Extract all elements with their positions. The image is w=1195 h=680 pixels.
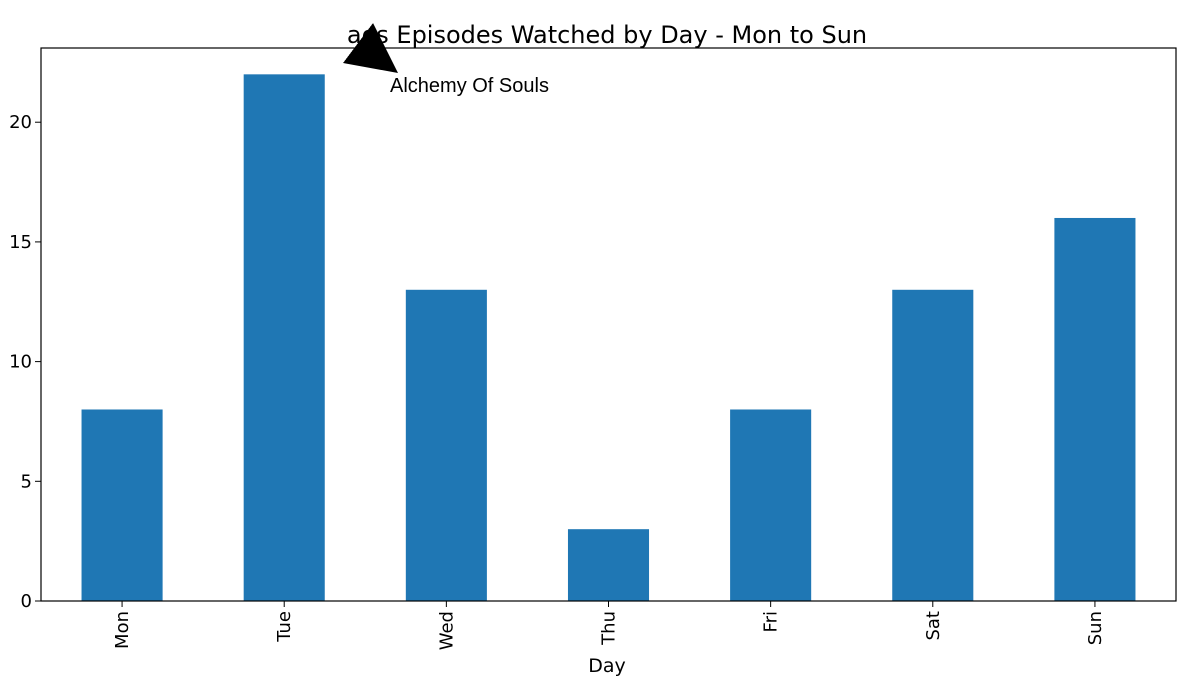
bar-sat — [892, 289, 974, 601]
y-tick-label: 20 — [9, 112, 32, 133]
x-tick-label: Fri — [761, 611, 782, 632]
y-tick-label: 10 — [9, 352, 32, 373]
bars-layer — [81, 74, 1136, 602]
x-tick-label: Thu — [599, 611, 620, 646]
y-tick-label: 5 — [21, 471, 32, 492]
x-axis-label: Day — [588, 655, 626, 677]
y-axis: 0 5 10 15 20 — [9, 112, 41, 612]
bar-mon — [81, 409, 163, 601]
y-tick-label: 15 — [9, 232, 32, 253]
plot-frame — [40, 47, 1177, 602]
bar-fri — [730, 409, 812, 601]
x-axis: Mon Tue Wed Thu Fri Sat Sun — [112, 601, 1106, 650]
x-tick-label: Mon — [112, 611, 133, 649]
bar-sun — [1054, 217, 1136, 601]
x-tick-label: Sun — [1085, 611, 1106, 645]
annotation-label: Alchemy Of Souls — [390, 75, 549, 97]
chart-title: aos Episodes Watched by Day - Mon to Sun — [347, 21, 867, 49]
annotation-arrow — [343, 23, 398, 73]
bar-thu — [567, 529, 650, 601]
y-tick-label: 0 — [21, 591, 32, 612]
x-tick-label: Wed — [436, 611, 457, 650]
bar-tue — [243, 74, 325, 602]
x-tick-label: Tue — [274, 611, 295, 643]
bar-wed — [405, 289, 487, 601]
x-tick-label: Sat — [923, 611, 944, 641]
